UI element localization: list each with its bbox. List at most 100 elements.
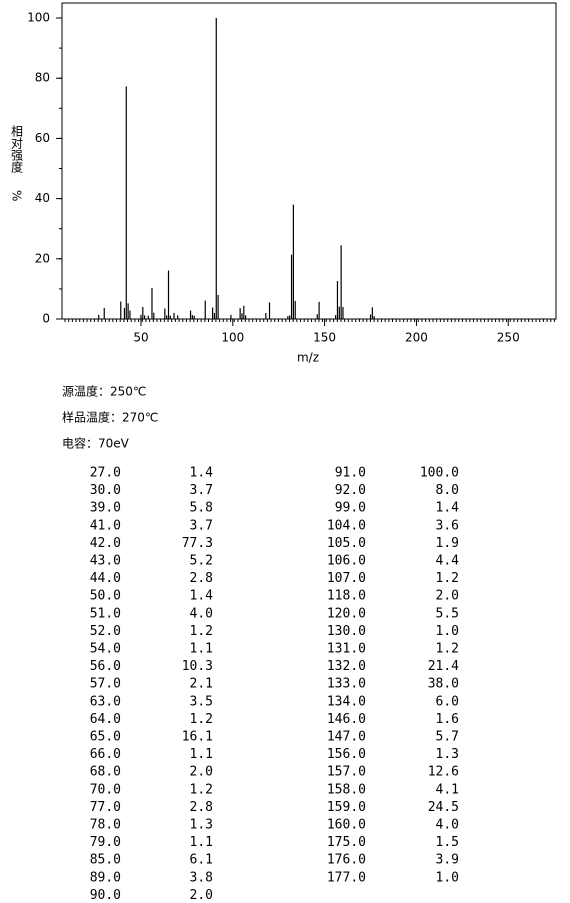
- intensity-cell: 1.1: [190, 747, 213, 762]
- intensity-cell: 1.4: [436, 501, 460, 516]
- mz-cell: 54.0: [90, 642, 121, 657]
- mz-cell: 92.0: [335, 483, 366, 498]
- mz-cell: 50.0: [90, 589, 121, 604]
- y-tick-label: 80: [35, 71, 50, 85]
- mz-cell: 157.0: [327, 765, 366, 780]
- mz-cell: 43.0: [90, 554, 121, 569]
- y-tick-label: 20: [35, 251, 50, 265]
- intensity-cell: 38.0: [428, 677, 459, 692]
- mz-cell: 104.0: [327, 518, 366, 533]
- mz-cell: 99.0: [335, 501, 366, 516]
- mz-cell: 77.0: [90, 800, 121, 815]
- mz-cell: 132.0: [327, 659, 366, 674]
- intensity-cell: 5.7: [436, 730, 459, 745]
- intensity-cell: 2.1: [190, 677, 213, 692]
- intensity-cell: 12.6: [428, 765, 459, 780]
- intensity-cell: 1.9: [436, 536, 459, 551]
- intensity-cell: 6.0: [436, 694, 459, 709]
- intensity-cell: 1.2: [190, 712, 213, 727]
- intensity-cell: 10.3: [182, 659, 213, 674]
- mz-cell: 57.0: [90, 677, 121, 692]
- intensity-cell: 3.6: [436, 518, 459, 533]
- y-tick-label: 60: [35, 131, 50, 145]
- intensity-cell: 77.3: [182, 536, 213, 551]
- intensity-cell: 4.4: [436, 554, 460, 569]
- mz-cell: 42.0: [90, 536, 121, 551]
- intensity-cell: 1.0: [436, 870, 459, 885]
- intensity-cell: 5.5: [436, 606, 459, 621]
- intensity-cell: 1.2: [436, 571, 459, 586]
- mz-cell: 56.0: [90, 659, 121, 674]
- intensity-cell: 3.5: [190, 694, 213, 709]
- mz-cell: 64.0: [90, 712, 121, 727]
- intensity-cell: 2.0: [436, 589, 459, 604]
- mz-cell: 51.0: [90, 606, 121, 621]
- intensity-cell: 6.1: [190, 853, 213, 868]
- plot-frame: [61, 2, 557, 320]
- mz-cell: 175.0: [327, 835, 366, 850]
- mz-cell: 147.0: [327, 730, 366, 745]
- x-tick-label: 250: [497, 331, 520, 345]
- mz-cell: 105.0: [327, 536, 366, 551]
- intensity-cell: 4.0: [190, 606, 213, 621]
- mz-cell: 107.0: [327, 571, 366, 586]
- intensity-cell: 1.1: [190, 835, 213, 850]
- mz-cell: 158.0: [327, 782, 366, 797]
- mz-cell: 176.0: [327, 853, 366, 868]
- intensity-cell: 4.1: [436, 782, 459, 797]
- mz-cell: 90.0: [90, 888, 121, 903]
- intensity-cell: 5.8: [190, 501, 213, 516]
- mz-cell: 120.0: [327, 606, 366, 621]
- intensity-cell: 1.4: [190, 589, 214, 604]
- mz-cell: 27.0: [90, 466, 121, 481]
- intensity-cell: 2.8: [190, 800, 213, 815]
- intensity-cell: 1.3: [190, 818, 213, 833]
- mz-cell: 65.0: [90, 730, 121, 745]
- intensity-cell: 100.0: [420, 466, 459, 481]
- x-tick-label: 200: [405, 331, 428, 345]
- intensity-cell: 1.5: [436, 835, 459, 850]
- intensity-cell: 3.7: [190, 483, 213, 498]
- mz-cell: 133.0: [327, 677, 366, 692]
- intensity-cell: 1.6: [436, 712, 459, 727]
- mz-cell: 118.0: [327, 589, 366, 604]
- mz-cell: 70.0: [90, 782, 121, 797]
- intensity-cell: 1.2: [190, 624, 213, 639]
- intensity-cell: 2.0: [190, 765, 213, 780]
- mz-cell: 159.0: [327, 800, 366, 815]
- mz-cell: 91.0: [335, 466, 366, 481]
- mz-cell: 85.0: [90, 853, 121, 868]
- intensity-cell: 3.9: [436, 853, 459, 868]
- intensity-cell: 1.0: [436, 624, 459, 639]
- condition: 电容：70eV: [62, 436, 130, 451]
- y-label: 相对强度: [10, 125, 24, 173]
- mz-cell: 44.0: [90, 571, 121, 586]
- mz-cell: 68.0: [90, 765, 121, 780]
- x-tick-label: 50: [133, 331, 148, 345]
- intensity-cell: 2.0: [190, 888, 213, 903]
- x-label: m/z: [297, 351, 319, 365]
- intensity-cell: 2.8: [190, 571, 213, 586]
- intensity-cell: 8.0: [436, 483, 459, 498]
- intensity-cell: 4.0: [436, 818, 459, 833]
- mz-cell: 89.0: [90, 870, 121, 885]
- y-tick-label: 40: [35, 191, 50, 205]
- intensity-cell: 1.1: [190, 642, 213, 657]
- mz-cell: 160.0: [327, 818, 366, 833]
- mz-cell: 79.0: [90, 835, 121, 850]
- condition: 样品温度：270℃: [62, 410, 158, 425]
- intensity-cell: 1.2: [436, 642, 459, 657]
- mz-cell: 131.0: [327, 642, 366, 657]
- intensity-cell: 16.1: [182, 730, 213, 745]
- x-tick-label: 150: [313, 331, 336, 345]
- intensity-cell: 1.2: [190, 782, 213, 797]
- intensity-cell: 5.2: [190, 554, 213, 569]
- mz-cell: 134.0: [327, 694, 366, 709]
- mz-cell: 177.0: [327, 870, 366, 885]
- mz-cell: 30.0: [90, 483, 121, 498]
- mz-cell: 146.0: [327, 712, 366, 727]
- mz-cell: 130.0: [327, 624, 366, 639]
- mz-cell: 39.0: [90, 501, 121, 516]
- x-tick-label: 100: [221, 331, 244, 345]
